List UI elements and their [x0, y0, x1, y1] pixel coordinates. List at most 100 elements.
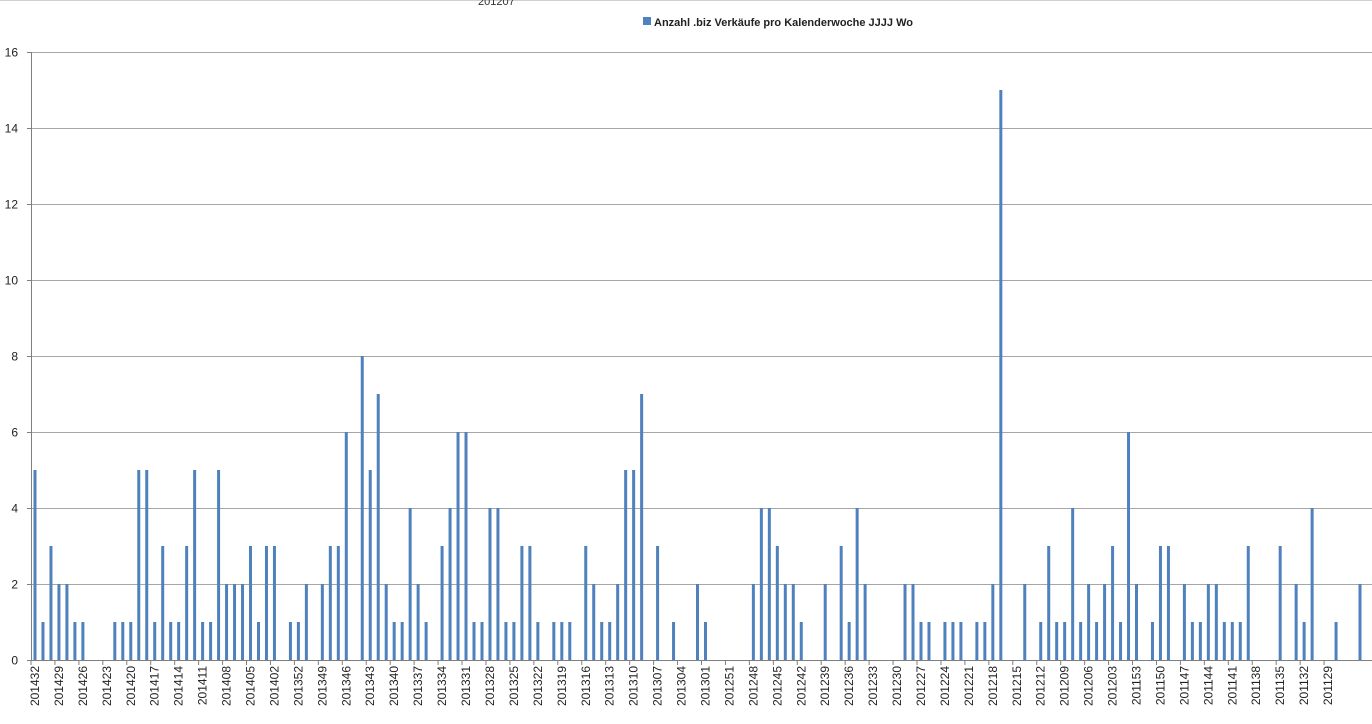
x-category-label: 201402: [267, 666, 281, 706]
legend: Anzahl .biz Verkäufe pro Kalenderwoche J…: [643, 17, 913, 29]
x-category-label: 201307: [651, 666, 665, 706]
bar: [456, 432, 460, 660]
bar: [1190, 622, 1194, 660]
x-category-label: 201322: [531, 666, 545, 706]
x-category-label: 201150: [1153, 666, 1167, 705]
bar: [145, 470, 149, 660]
x-category-label: 201319: [555, 666, 569, 706]
bar: [839, 546, 843, 660]
x-category-label: 201337: [411, 666, 425, 706]
bar: [185, 546, 189, 660]
x-category-label: 201340: [387, 666, 401, 706]
bar: [672, 622, 676, 660]
bar: [233, 584, 237, 660]
x-category-label: 201153: [1130, 666, 1144, 705]
bar: [1246, 546, 1250, 660]
bar: [360, 356, 364, 660]
bar: [1103, 584, 1107, 660]
bar: [1334, 622, 1338, 660]
bar: [241, 584, 245, 660]
bar: [983, 622, 987, 660]
bar: [560, 622, 564, 660]
bar: [911, 584, 915, 660]
x-category-label: 201212: [1034, 666, 1048, 706]
x-category-label: 201429: [52, 666, 66, 706]
y-tick-label: 0: [11, 654, 18, 668]
bar: [592, 584, 596, 660]
bar: [1135, 584, 1139, 660]
bar: [991, 584, 995, 660]
x-category-label: 201203: [1106, 666, 1120, 706]
bar: [272, 546, 276, 660]
bar: [169, 622, 173, 660]
bar: [256, 622, 260, 660]
x-category-label: 201251: [722, 666, 736, 706]
bar: [209, 622, 213, 660]
bar: [336, 546, 340, 660]
y-tick-label: 12: [5, 198, 19, 212]
bar: [57, 584, 61, 660]
bar: [791, 584, 795, 660]
bar: [217, 470, 221, 660]
bar: [783, 584, 787, 660]
bar: [496, 508, 500, 660]
x-axis-category-labels: 201432 201429 201426 201423 201420 201417 2014…: [28, 660, 1335, 706]
bar: [632, 470, 636, 660]
bar: [767, 508, 771, 660]
bar: [1206, 584, 1210, 660]
bar: [424, 622, 428, 660]
bar: [480, 622, 484, 660]
bar: [959, 622, 963, 660]
x-category-label: 201230: [890, 666, 904, 706]
x-category-label: 201129: [1321, 666, 1335, 705]
bar: [193, 470, 197, 660]
bar: [225, 584, 229, 660]
bar: [919, 622, 923, 660]
y-tick-label: 14: [5, 122, 19, 136]
x-category-label: 201313: [603, 666, 617, 706]
bar: [376, 394, 380, 660]
x-category-label: 201334: [435, 666, 449, 706]
bar: [249, 546, 253, 660]
bar: [1198, 622, 1202, 660]
bar: [288, 622, 292, 660]
y-tick-label: 6: [11, 426, 18, 440]
x-category-label: 201432: [28, 666, 42, 706]
bar: [1310, 508, 1314, 660]
bar: [1166, 546, 1170, 660]
bar: [568, 622, 572, 660]
x-category-label: 201248: [746, 666, 760, 706]
bar: [504, 622, 508, 660]
bar: [488, 508, 492, 660]
bar: [1294, 584, 1298, 660]
x-category-label: 201408: [220, 666, 234, 706]
x-category-label: 201325: [507, 666, 521, 706]
bar: [696, 584, 699, 660]
y-tick-label: 2: [11, 578, 18, 592]
bars: [33, 90, 1362, 660]
x-category-label: 201239: [818, 666, 832, 706]
legend-swatch: [643, 17, 651, 25]
bar: [177, 622, 181, 660]
bar: [392, 622, 396, 660]
bar: [855, 508, 859, 660]
bar: [41, 622, 45, 660]
x-category-label: 201242: [794, 666, 808, 706]
bar: [608, 622, 612, 660]
bar: [472, 622, 476, 660]
bar: [33, 470, 37, 660]
y-axis-tick-labels: 0 2 4 6 8 10 12 14 16: [5, 46, 19, 668]
bar: [1230, 622, 1234, 660]
bar: [121, 622, 125, 660]
bar: [775, 546, 779, 660]
bar: [943, 622, 947, 660]
y-tick-label: 4: [11, 502, 18, 516]
bar: [847, 622, 851, 660]
x-category-label: 201414: [172, 666, 186, 706]
bar: [1087, 584, 1091, 660]
bar: [1182, 584, 1186, 660]
bar: [1055, 622, 1059, 660]
y-tick-label: 10: [5, 274, 19, 288]
x-category-label: 201221: [962, 666, 976, 706]
bar: [1127, 432, 1131, 660]
